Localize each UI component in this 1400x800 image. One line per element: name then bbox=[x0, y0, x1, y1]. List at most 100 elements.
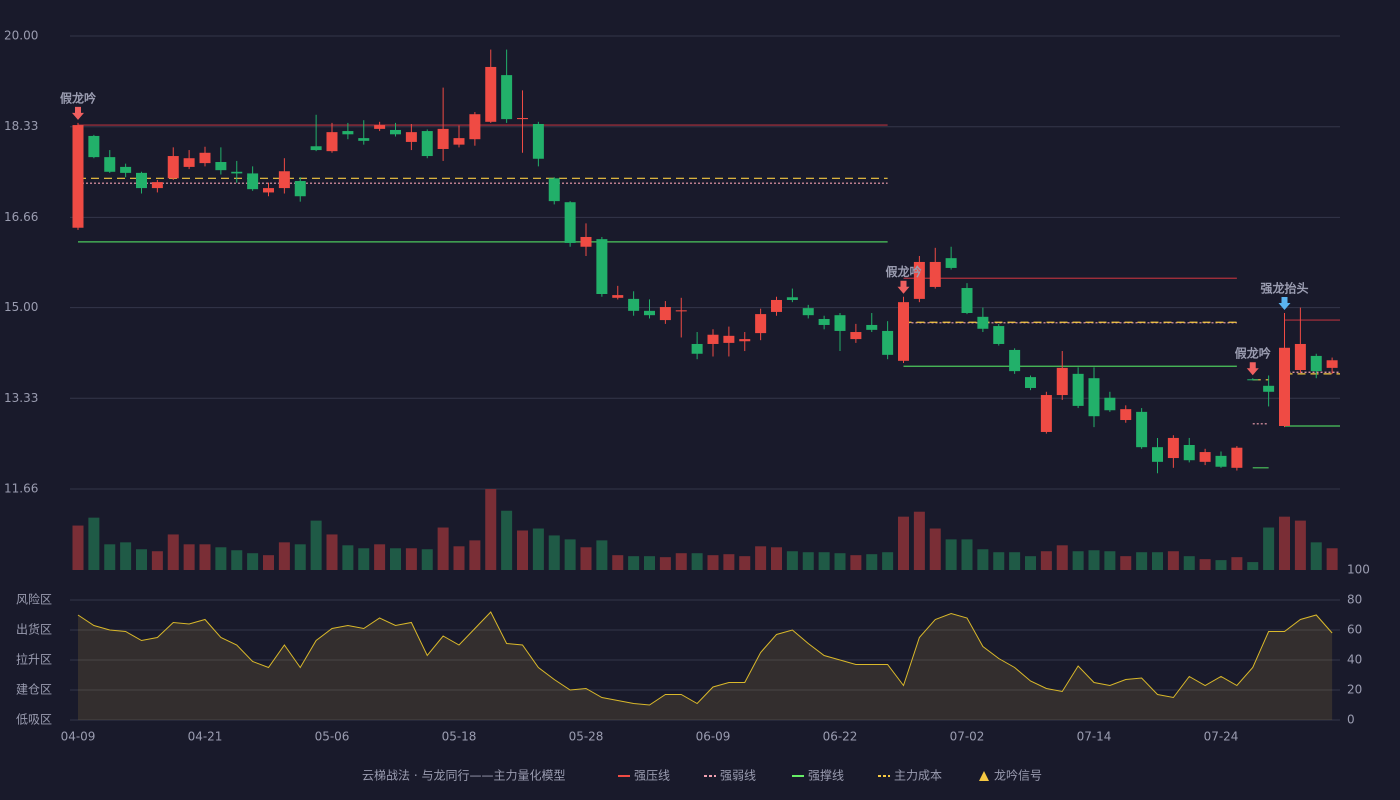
volume-bar bbox=[247, 553, 259, 570]
candle-body bbox=[1167, 437, 1179, 459]
signal-arrow bbox=[1278, 297, 1291, 311]
candle-body bbox=[834, 315, 846, 331]
volume-bar bbox=[1231, 557, 1243, 570]
indicator-tick-label: 80 bbox=[1347, 593, 1362, 607]
y-tick-label: 18.33 bbox=[4, 119, 38, 133]
volume-bar bbox=[1167, 551, 1179, 570]
volume-bar bbox=[215, 547, 227, 570]
candle-body bbox=[866, 324, 878, 330]
volume-bar bbox=[532, 528, 544, 570]
volume-bar bbox=[453, 546, 465, 570]
zone-label: 风险区 bbox=[16, 592, 52, 607]
volume-bar bbox=[1263, 527, 1275, 570]
candle-body bbox=[183, 158, 195, 167]
candle-body bbox=[850, 332, 862, 340]
candle-body bbox=[1247, 379, 1259, 381]
volume-bar bbox=[278, 542, 290, 570]
volume-bar bbox=[517, 530, 528, 570]
zone-label: 低吸区 bbox=[16, 713, 52, 727]
volume-bar bbox=[1088, 550, 1100, 570]
volume-bar bbox=[485, 489, 497, 570]
volume-bar bbox=[739, 556, 751, 570]
volume-bar bbox=[183, 544, 195, 570]
volume-bar bbox=[1310, 542, 1322, 570]
candle-body bbox=[1072, 373, 1084, 406]
indicator-tick-label: 60 bbox=[1347, 623, 1362, 637]
volume-bar bbox=[120, 542, 132, 570]
candle-body bbox=[263, 188, 274, 193]
candle-body bbox=[421, 131, 433, 157]
candle-body bbox=[437, 128, 449, 149]
volume-bar bbox=[771, 547, 782, 570]
volume-bar bbox=[374, 544, 386, 570]
candle-body bbox=[913, 261, 925, 299]
candle-body bbox=[1294, 343, 1306, 371]
volume-bar bbox=[580, 547, 592, 570]
volume-bar bbox=[898, 516, 909, 570]
volume-bar bbox=[1279, 516, 1290, 570]
volume-bar bbox=[1136, 552, 1148, 570]
candle-body bbox=[120, 166, 132, 173]
volume-bar bbox=[691, 553, 703, 570]
candle-body bbox=[929, 261, 941, 287]
volume-bar bbox=[929, 528, 941, 570]
volume-bar bbox=[421, 549, 433, 570]
volume-bar bbox=[1215, 560, 1227, 570]
candle-body bbox=[580, 236, 592, 247]
x-tick-label: 04-21 bbox=[188, 730, 223, 744]
candle-body bbox=[199, 152, 211, 164]
volume-bar bbox=[342, 545, 354, 570]
candle-body bbox=[977, 316, 989, 329]
candle-body bbox=[612, 295, 624, 298]
volume-bar bbox=[961, 539, 973, 570]
candle-body bbox=[104, 157, 116, 172]
volume-bar bbox=[1183, 556, 1195, 570]
candle-body bbox=[247, 173, 259, 190]
signal-label: 强龙抬头 bbox=[1260, 281, 1308, 296]
candle-body bbox=[675, 310, 687, 312]
candle-body bbox=[898, 302, 909, 361]
candle-body bbox=[882, 330, 894, 355]
volume-bar bbox=[1152, 552, 1163, 570]
volume-bar bbox=[675, 553, 687, 570]
signal-label: 假龙吟 bbox=[1235, 346, 1271, 361]
candle-body bbox=[1326, 360, 1338, 368]
x-tick-label: 05-18 bbox=[442, 730, 477, 744]
legend-label: 强压线 bbox=[634, 769, 670, 783]
candle-body bbox=[151, 182, 163, 189]
candle-body bbox=[1040, 395, 1052, 432]
candle-body bbox=[691, 343, 703, 354]
volume-bar bbox=[231, 550, 243, 570]
candle-body bbox=[1279, 347, 1290, 426]
candle-body bbox=[501, 75, 513, 120]
volume-bar bbox=[818, 552, 830, 570]
volume-bar bbox=[913, 511, 925, 570]
candle-body bbox=[390, 129, 401, 135]
volume-bar bbox=[390, 548, 401, 570]
volume-bar bbox=[945, 539, 957, 570]
volume-bar bbox=[1247, 562, 1259, 570]
volume-bar bbox=[977, 549, 989, 570]
volume-bar bbox=[866, 554, 878, 570]
candle-body bbox=[358, 138, 370, 141]
volume-bar bbox=[167, 534, 179, 570]
volume-bar bbox=[564, 539, 576, 570]
candle-body bbox=[167, 156, 179, 179]
candle-body bbox=[1199, 452, 1211, 462]
volume-bar bbox=[358, 548, 370, 570]
candle-body bbox=[1104, 397, 1116, 411]
candle-body bbox=[342, 131, 354, 135]
legend-title: 云梯战法 · 与龙同行——主力量化模型 bbox=[362, 769, 565, 783]
candle-body bbox=[802, 308, 814, 316]
candle-body bbox=[88, 135, 100, 158]
candle-body bbox=[278, 171, 290, 189]
candle-body bbox=[739, 339, 751, 342]
candle-body bbox=[136, 172, 147, 189]
candle-body bbox=[215, 162, 227, 171]
x-tick-label: 05-06 bbox=[315, 730, 350, 744]
candle-body bbox=[374, 125, 386, 129]
volume-bar bbox=[659, 557, 671, 570]
candle-body bbox=[1025, 377, 1036, 388]
indicator-tick-label: 0 bbox=[1347, 713, 1355, 727]
